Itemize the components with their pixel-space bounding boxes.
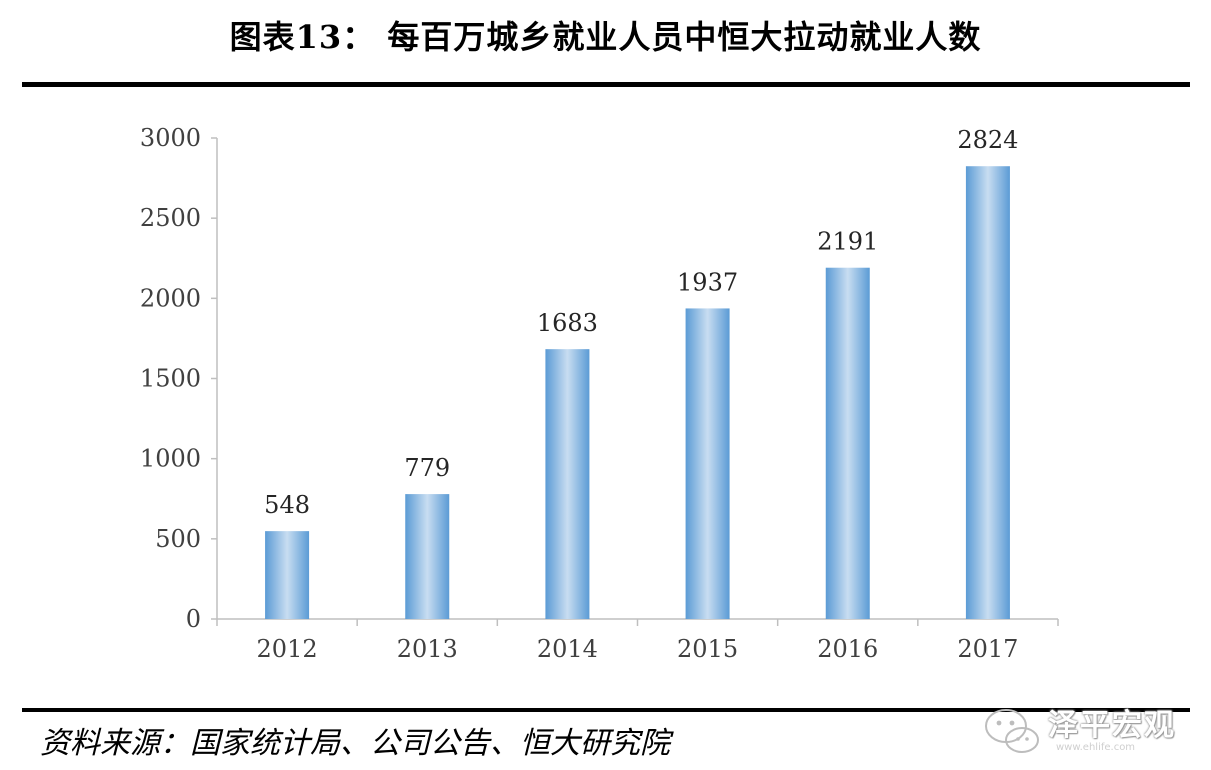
x-tick-label-2013: 2013	[397, 635, 458, 663]
wechat-icon	[985, 709, 1039, 753]
data-label-2017: 2824	[957, 126, 1018, 154]
x-tick-label-2015: 2015	[677, 635, 738, 663]
x-tick-label-2012: 2012	[257, 635, 318, 663]
x-tick-label-2016: 2016	[817, 635, 878, 663]
data-labels: 548 779 1683 1937 2191 2824	[264, 126, 1018, 519]
y-tick-label: 2500	[140, 204, 201, 232]
x-tick-label-2014: 2014	[537, 635, 598, 663]
source-note: 资料来源：国家统计局、公司公告、恒大研究院	[40, 726, 670, 761]
bottom-divider	[22, 708, 1190, 712]
y-tick-label: 2000	[140, 284, 201, 312]
watermark-url: www.ehlife.com	[1056, 742, 1136, 753]
x-tick-label-2017: 2017	[957, 635, 1018, 663]
axes: 0 500 1000 1500 2000 2500 3000 2012 2013 2014 2015…	[140, 124, 1059, 663]
bars	[265, 166, 1010, 619]
bar-2013	[405, 494, 450, 619]
y-tick-label: 500	[155, 525, 201, 553]
bar-2015	[685, 308, 730, 619]
data-label-2015: 1937	[677, 268, 738, 296]
bar-2017	[965, 166, 1010, 619]
data-label-2016: 2191	[817, 228, 878, 256]
top-divider	[22, 82, 1190, 87]
data-label-2014: 1683	[537, 309, 598, 337]
chart-title: 图表13： 每百万城乡就业人员中恒大拉动就业人数	[229, 18, 982, 56]
bar-2014	[545, 349, 590, 619]
bar-chart: 0 500 1000 1500 2000 2500 3000 2012 2013 2014 2015…	[140, 124, 1059, 663]
data-label-2013: 779	[404, 454, 450, 482]
watermark-text: 泽平宏观	[1048, 708, 1176, 743]
y-tick-label: 3000	[140, 124, 201, 152]
bar-2012	[265, 531, 310, 619]
y-tick-label: 1000	[140, 445, 201, 473]
y-tick-label: 0	[186, 605, 201, 633]
bar-2016	[825, 267, 870, 619]
watermark: 泽平宏观 www.ehlife.com	[978, 696, 1198, 766]
data-label-2012: 548	[264, 491, 310, 519]
y-tick-label: 1500	[140, 365, 201, 393]
